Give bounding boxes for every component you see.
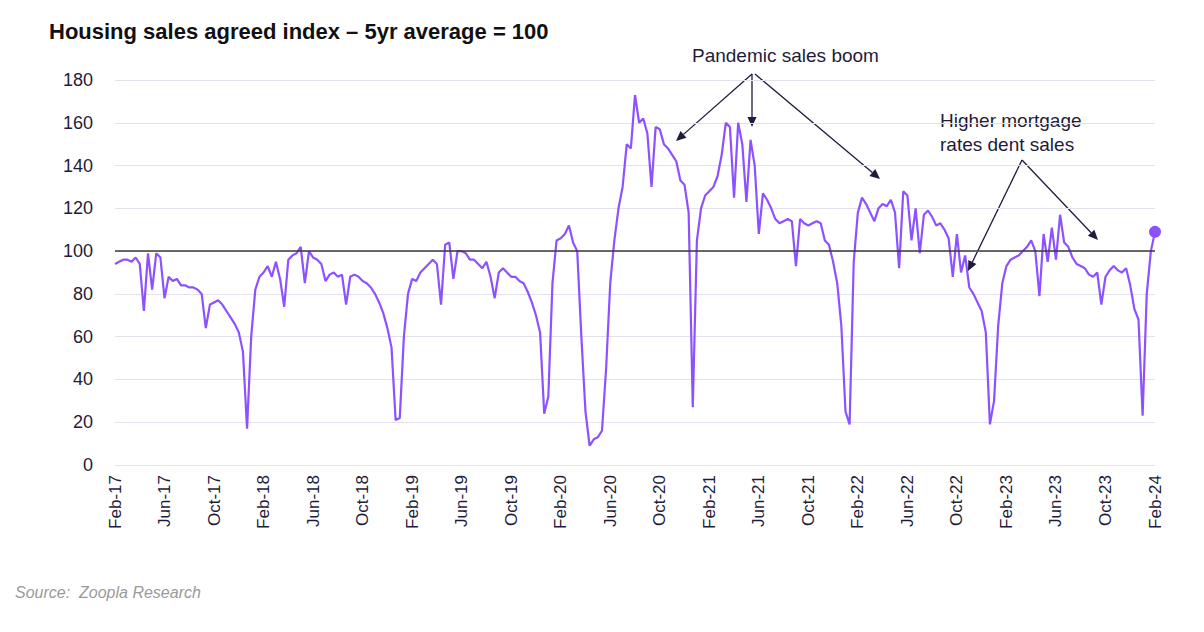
svg-text:Jun-23: Jun-23 — [1046, 475, 1065, 527]
svg-text:40: 40 — [73, 369, 93, 389]
svg-text:Feb-21: Feb-21 — [700, 475, 719, 529]
svg-text:Pandemic sales boom: Pandemic sales boom — [692, 45, 879, 66]
svg-text:Feb-23: Feb-23 — [997, 475, 1016, 529]
svg-text:140: 140 — [63, 156, 93, 176]
svg-text:120: 120 — [63, 198, 93, 218]
svg-text:Feb-24: Feb-24 — [1146, 475, 1165, 529]
svg-text:Feb-18: Feb-18 — [254, 475, 273, 529]
svg-text:Jun-18: Jun-18 — [304, 475, 323, 527]
svg-text:Oct-17: Oct-17 — [205, 475, 224, 526]
svg-text:Source: Zoopla Research: Source: Zoopla Research — [15, 584, 201, 601]
svg-text:Oct-21: Oct-21 — [799, 475, 818, 526]
svg-text:Feb-22: Feb-22 — [848, 475, 867, 529]
svg-text:Oct-20: Oct-20 — [650, 475, 669, 526]
svg-text:Jun-20: Jun-20 — [601, 475, 620, 527]
svg-text:rates dent sales: rates dent sales — [940, 134, 1074, 155]
svg-text:0: 0 — [83, 455, 93, 475]
svg-text:Jun-17: Jun-17 — [155, 475, 174, 527]
svg-text:Housing sales agreed index – 5: Housing sales agreed index – 5yr average… — [49, 19, 549, 44]
svg-text:Oct-22: Oct-22 — [947, 475, 966, 526]
svg-text:Jun-22: Jun-22 — [898, 475, 917, 527]
svg-text:Feb-19: Feb-19 — [403, 475, 422, 529]
svg-text:60: 60 — [73, 327, 93, 347]
svg-text:180: 180 — [63, 70, 93, 90]
svg-text:160: 160 — [63, 113, 93, 133]
svg-text:100: 100 — [63, 241, 93, 261]
svg-text:Higher mortgage: Higher mortgage — [940, 110, 1087, 131]
svg-text:Oct-23: Oct-23 — [1096, 475, 1115, 526]
svg-text:20: 20 — [73, 412, 93, 432]
svg-text:Feb-17: Feb-17 — [106, 475, 125, 529]
svg-text:Feb-20: Feb-20 — [551, 475, 570, 529]
svg-text:Oct-18: Oct-18 — [353, 475, 372, 526]
svg-text:80: 80 — [73, 284, 93, 304]
svg-text:Jun-19: Jun-19 — [452, 475, 471, 527]
svg-text:Oct-19: Oct-19 — [502, 475, 521, 526]
svg-text:Jun-21: Jun-21 — [749, 475, 768, 527]
